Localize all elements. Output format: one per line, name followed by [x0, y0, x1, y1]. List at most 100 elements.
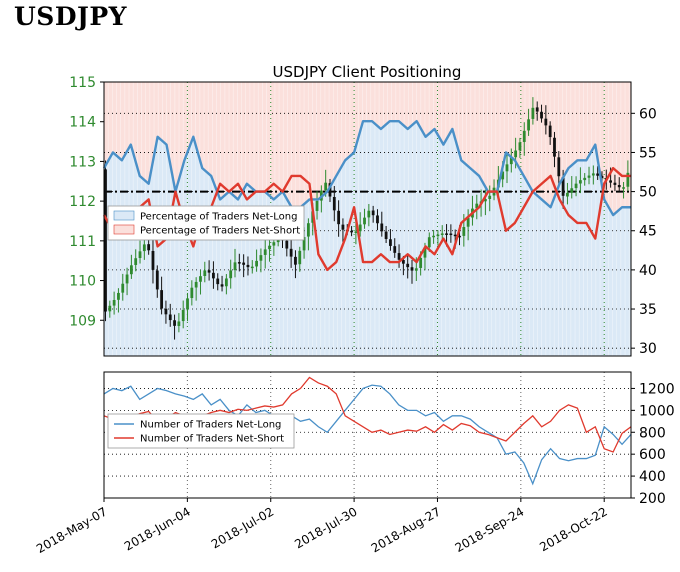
tick-label-pct: 55: [639, 145, 657, 161]
candle-body: [410, 267, 414, 271]
tick-label-date: 2018-Oct-22: [537, 504, 609, 554]
tick-label-price: 112: [69, 194, 96, 210]
candle-body: [578, 180, 582, 184]
legend-box: [107, 205, 305, 241]
tick-label-count: 1200: [639, 381, 675, 397]
candle-body: [518, 142, 522, 151]
candle-body: [557, 157, 561, 177]
candle-body: [587, 175, 591, 178]
candle-body: [199, 276, 202, 282]
candle-body: [263, 249, 267, 255]
candle-body: [138, 251, 142, 258]
candle-body: [591, 173, 595, 176]
candle-body: [432, 235, 435, 238]
legend-swatch-short: [113, 224, 135, 235]
candle-body: [484, 199, 487, 202]
candle-body: [315, 200, 319, 211]
tick-label-pct: 35: [639, 302, 657, 318]
candle-body: [306, 223, 310, 237]
candle-body: [514, 150, 518, 158]
candle-body: [224, 278, 228, 287]
tick-label-pct: 45: [639, 224, 657, 240]
candle-body: [108, 305, 112, 312]
candle-body: [419, 257, 423, 268]
candle-body: [155, 270, 159, 290]
upper-frame: [103, 81, 632, 357]
candle-body: [117, 292, 120, 300]
candle-body: [393, 246, 397, 253]
tick-label-count: 200: [639, 491, 666, 507]
candle-body: [609, 180, 613, 183]
candle-body: [276, 238, 280, 243]
candle-body: [613, 182, 617, 185]
line-num-long: [103, 384, 632, 486]
candle-body: [622, 187, 625, 189]
tick-label-date: 2018-Sep-24: [453, 504, 527, 555]
candle-body: [600, 175, 604, 179]
candle-body: [121, 283, 125, 293]
candle-body: [229, 270, 233, 279]
candle-body: [501, 171, 505, 180]
candle-body: [389, 239, 392, 246]
legend-label-long: Number of Traders Net-Long: [140, 420, 281, 431]
candle-body: [250, 266, 254, 269]
tick-label-count: 400: [639, 469, 666, 485]
candle-body: [401, 259, 405, 264]
tick-label-count: 600: [639, 447, 666, 463]
candle-body: [285, 240, 289, 249]
candle-body: [194, 281, 198, 288]
tick-label-price: 109: [69, 313, 96, 329]
candle-body: [406, 263, 410, 268]
candle-body: [384, 231, 388, 240]
candle-body: [462, 227, 466, 236]
candle-body: [475, 203, 479, 209]
tick-label-date: 2018-Jun-04: [122, 504, 193, 553]
candle-body: [566, 192, 569, 197]
tick-label-price: 111: [69, 234, 96, 250]
tick-label-price: 110: [69, 274, 96, 290]
candle-body: [242, 262, 246, 265]
chart-title: USDJPY Client Positioning: [273, 63, 462, 81]
candle-body: [436, 234, 440, 237]
candle-body: [246, 264, 250, 268]
short-area: [104, 82, 631, 216]
candle-body: [553, 137, 556, 157]
candle-body: [151, 250, 155, 270]
tick-label-pct: 30: [639, 341, 657, 357]
candle-body: [298, 250, 302, 265]
candle-body: [181, 309, 185, 322]
candle-body: [376, 215, 379, 224]
candle-body: [147, 244, 151, 251]
candle-body: [380, 223, 384, 232]
candle-body: [190, 287, 194, 299]
tick-label-pct: 40: [639, 263, 657, 279]
candle-body: [129, 265, 133, 275]
lower-frame: [103, 371, 632, 499]
candle-body: [363, 217, 366, 225]
candle-body: [177, 321, 181, 327]
candle-body: [173, 320, 176, 326]
candle-body: [337, 210, 341, 225]
candle-body: [350, 230, 353, 233]
candle-body: [341, 224, 345, 230]
tick-label-count: 800: [639, 425, 666, 441]
candle-body: [302, 237, 306, 251]
candle-body: [142, 244, 146, 252]
candle-body: [186, 298, 189, 310]
candle-body: [531, 107, 535, 119]
tick-label-date: 2018-Jul-30: [292, 504, 359, 551]
candle-body: [548, 125, 552, 138]
candle-body: [104, 169, 107, 312]
candle-body: [453, 234, 457, 237]
candle-body: [125, 274, 129, 284]
tick-label-price: 113: [69, 154, 96, 170]
tick-label-price: 114: [69, 115, 96, 131]
candle-body: [509, 157, 513, 165]
candle-body: [397, 253, 401, 260]
candle-body: [414, 268, 418, 271]
long-area: [104, 121, 631, 357]
candle-body: [445, 233, 448, 235]
candle-body: [505, 164, 509, 172]
candle-body: [371, 210, 375, 216]
